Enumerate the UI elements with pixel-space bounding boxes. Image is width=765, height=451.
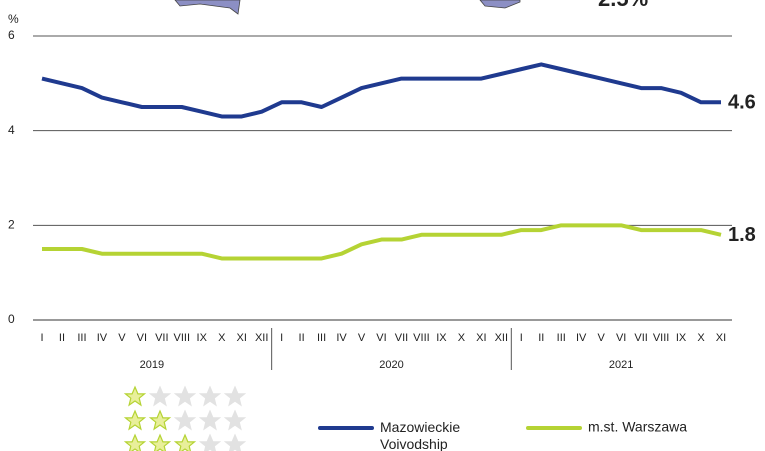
x-group-label: 2019	[140, 359, 164, 371]
x-tick-label: XI	[476, 332, 486, 344]
star	[224, 434, 246, 451]
x-tick-label: II	[59, 332, 65, 344]
x-tick-label: V	[598, 332, 606, 344]
y-tick-label: 0	[8, 312, 15, 326]
legend-label: Mazowieckie Voivodship	[380, 419, 460, 451]
x-tick-label: VI	[137, 332, 147, 344]
x-tick-label: VIII	[653, 332, 670, 344]
x-tick-label: IV	[336, 332, 347, 344]
x-tick-label: XI	[716, 332, 726, 344]
star	[149, 410, 171, 430]
end-label: 1.8	[728, 224, 756, 246]
x-group-label: 2021	[609, 359, 633, 371]
x-tick-label: XII	[495, 332, 508, 344]
x-tick-label: VII	[155, 332, 168, 344]
star	[124, 434, 146, 451]
star	[224, 410, 246, 430]
x-tick-label: III	[77, 332, 86, 344]
x-tick-label: I	[40, 332, 43, 344]
x-tick-label: III	[317, 332, 326, 344]
x-tick-label: V	[358, 332, 366, 344]
end-label: 4.6	[728, 92, 756, 114]
x-tick-label: I	[280, 332, 283, 344]
star	[199, 410, 221, 430]
y-tick-label: 2	[8, 218, 15, 232]
x-tick-label: X	[458, 332, 466, 344]
x-tick-label: VII	[634, 332, 647, 344]
map-shape	[174, 0, 241, 15]
y-tick-label: 4	[8, 123, 15, 137]
star	[174, 434, 196, 451]
x-tick-label: IV	[576, 332, 587, 344]
x-group-label: 2020	[379, 359, 403, 371]
x-tick-label: VII	[395, 332, 408, 344]
legend-label: m.st. Warszawa	[588, 419, 687, 435]
x-tick-label: III	[557, 332, 566, 344]
star	[224, 386, 246, 406]
x-tick-label: VI	[376, 332, 386, 344]
x-tick-label: XI	[237, 332, 247, 344]
star	[124, 410, 146, 430]
x-tick-label: X	[697, 332, 705, 344]
x-tick-label: IX	[197, 332, 208, 344]
x-tick-label: XII	[255, 332, 268, 344]
x-tick-label: II	[299, 332, 305, 344]
series-line	[41, 62, 721, 119]
x-tick-label: VIII	[413, 332, 430, 344]
star	[199, 434, 221, 451]
star	[124, 386, 146, 406]
star	[149, 386, 171, 406]
annotation: 2.5%	[598, 0, 648, 11]
star	[174, 386, 196, 406]
x-tick-label: IX	[436, 332, 447, 344]
star	[199, 386, 221, 406]
x-tick-label: V	[118, 332, 126, 344]
x-tick-label: VIII	[174, 332, 191, 344]
x-tick-label: IX	[676, 332, 687, 344]
x-tick-label: II	[538, 332, 544, 344]
x-tick-label: X	[218, 332, 226, 344]
series-line	[42, 223, 722, 261]
map-shape	[479, 0, 521, 9]
x-tick-label: I	[520, 332, 523, 344]
x-tick-label: VI	[616, 332, 626, 344]
rating-stars	[124, 386, 246, 451]
y-tick-label: 6	[8, 28, 15, 42]
star	[174, 410, 196, 430]
star	[149, 434, 171, 451]
x-tick-label: IV	[97, 332, 108, 344]
y-axis-label: %	[8, 12, 19, 26]
